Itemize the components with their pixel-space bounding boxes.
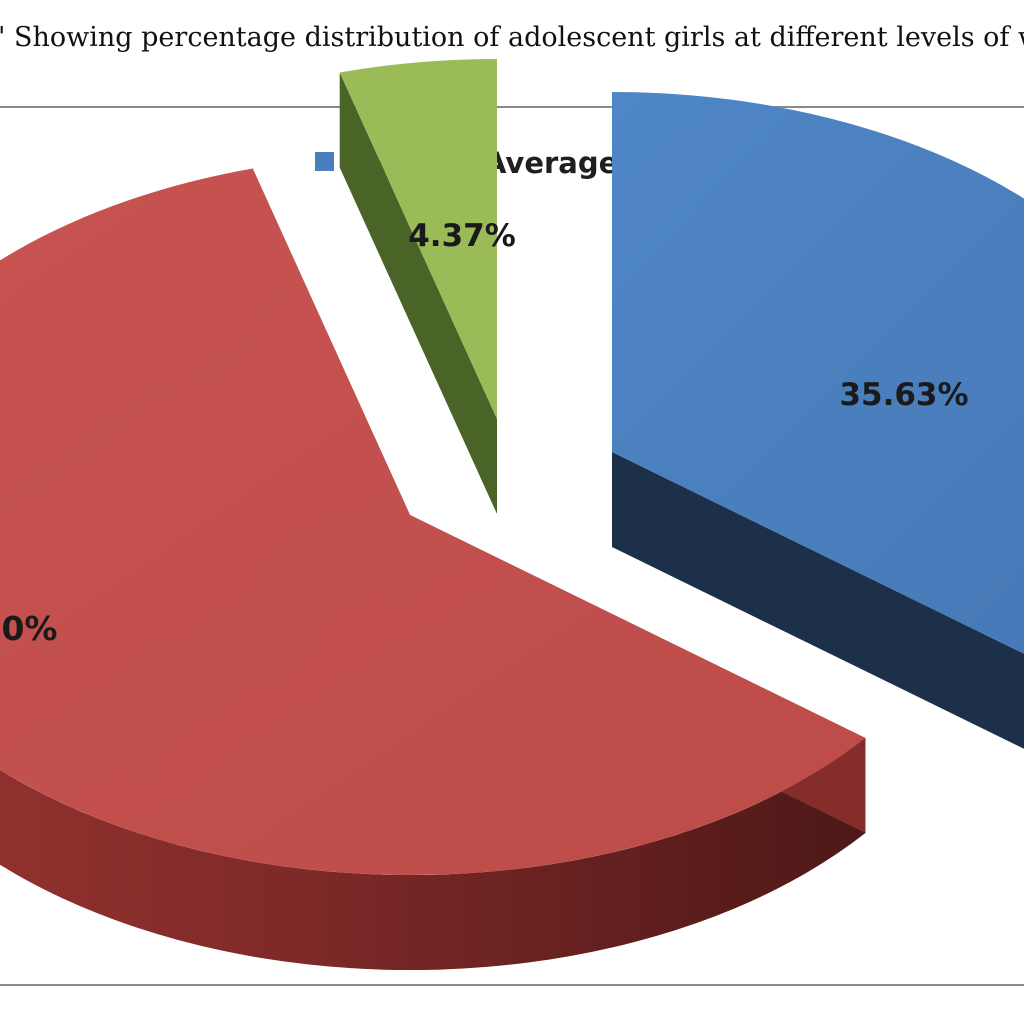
slice-wall-high-end bbox=[612, 452, 1024, 749]
slice-high bbox=[612, 92, 1024, 654]
data-label-low: 4.37% bbox=[408, 218, 516, 254]
slice-side-average bbox=[0, 738, 866, 971]
data-label-high: 35.63% bbox=[839, 377, 968, 413]
data-label-average: 60% bbox=[0, 609, 58, 648]
chart-frame bbox=[0, 106, 1024, 986]
legend-swatch-high bbox=[315, 152, 334, 171]
data-labels: 35.63% 60% 4.37% bbox=[0, 218, 969, 648]
slice-low bbox=[339, 59, 497, 419]
pie-slices bbox=[0, 59, 1024, 971]
figure-caption: ' Showing percentage distribution of ado… bbox=[0, 22, 1024, 53]
slice-wall-low-start bbox=[339, 72, 497, 514]
slice-average bbox=[0, 168, 866, 875]
legend-label-average: Average bbox=[484, 146, 618, 180]
